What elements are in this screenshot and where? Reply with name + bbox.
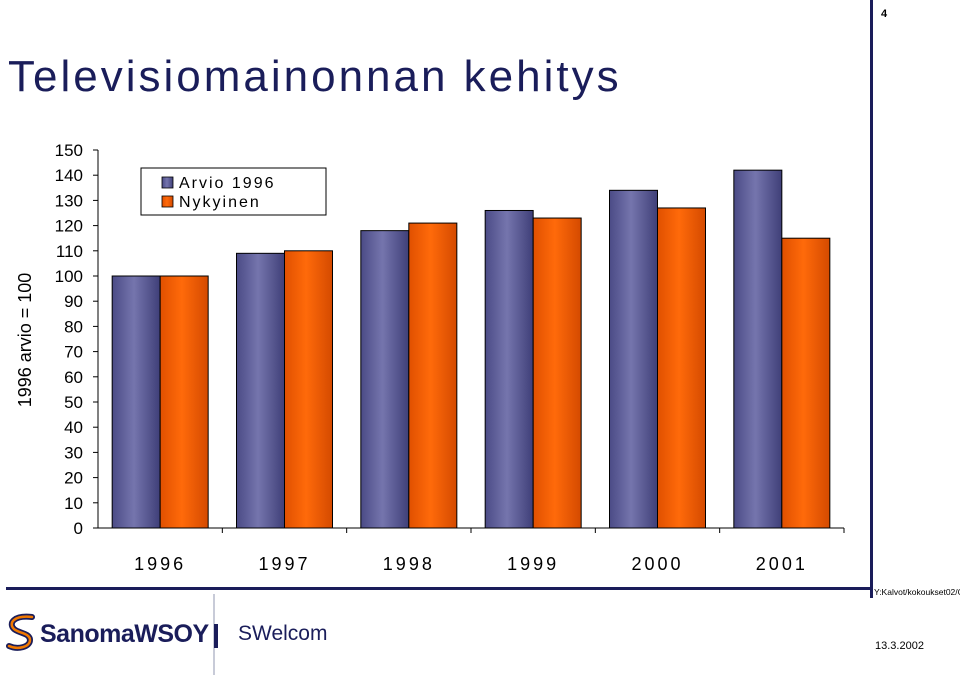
frame-vertical-line	[870, 0, 873, 598]
bar-arvio-1996-1997	[236, 252, 285, 529]
y-axis-label: 1996 arvio = 100	[15, 273, 35, 408]
bar-nykyinen-1999	[532, 217, 582, 529]
bar-arvio-1996-1996	[111, 275, 161, 529]
x-tick-label: 1999	[507, 554, 559, 574]
y-tick-label: 10	[64, 494, 83, 513]
x-tick-label: 2001	[756, 554, 808, 574]
frame-horizontal-line	[6, 587, 873, 590]
x-tick-label: 2000	[631, 554, 683, 574]
bar-arvio-1996-1998	[360, 230, 410, 529]
y-tick-label: 60	[64, 368, 83, 387]
legend-label-arvio: Arvio 1996	[179, 175, 276, 192]
y-tick-label: 150	[55, 141, 83, 160]
legend: Arvio 1996 Nykyinen	[140, 167, 327, 216]
bar-nykyinen-1996	[159, 275, 209, 529]
legend-label-nykyinen: Nykyinen	[179, 194, 261, 211]
legend-swatch-nykyinen	[161, 195, 174, 208]
legend-swatch-arvio	[161, 176, 174, 189]
bar-nykyinen-1997	[284, 250, 333, 529]
y-tick-label: 20	[64, 469, 83, 488]
file-path-text: Y:Kalvot/kokoukset02/CMD	[874, 587, 960, 597]
y-tick-label: 140	[55, 166, 83, 185]
y-tick-label: 40	[64, 418, 83, 437]
bar-arvio-1996-1999	[484, 209, 534, 529]
y-tick-label: 30	[64, 443, 83, 462]
bar-arvio-1996-2001	[733, 169, 783, 529]
bar-arvio-1996-2000	[609, 189, 658, 529]
x-tick-label: 1998	[383, 554, 435, 574]
bar-chart: 1996 arvio = 100 0 10 20 30 40 50 60 70 80 90 100 1…	[15, 141, 845, 574]
y-tick-label: 90	[64, 292, 83, 311]
logo-text: SanomaWSOY	[40, 619, 209, 648]
y-tick-label: 110	[56, 242, 83, 261]
y-tick-label: 120	[55, 217, 83, 236]
y-tick-label: 0	[74, 519, 83, 538]
sanomawsoy-logo-mark-icon	[6, 613, 35, 651]
footer-accent-bar	[214, 624, 218, 648]
y-tick-label: 130	[55, 191, 83, 210]
x-tick-label: 1996	[134, 554, 186, 574]
bar-nykyinen-1998	[408, 222, 458, 529]
y-tick-label: 80	[64, 317, 83, 336]
bar-nykyinen-2001	[781, 237, 831, 529]
footer-date: 13.3.2002	[875, 640, 924, 652]
x-tick-label: 1997	[258, 554, 310, 574]
y-tick-label: 100	[55, 267, 83, 286]
page-title: Televisiomainonnan kehitys	[8, 52, 622, 101]
y-tick-label: 50	[64, 393, 83, 412]
page-number: 4	[881, 8, 888, 20]
sanomawsoy-logo: SanomaWSOY	[6, 612, 209, 656]
y-tick-label: 70	[64, 343, 83, 362]
bar-nykyinen-2000	[657, 207, 706, 529]
brand-name: SWelcom	[238, 622, 328, 645]
